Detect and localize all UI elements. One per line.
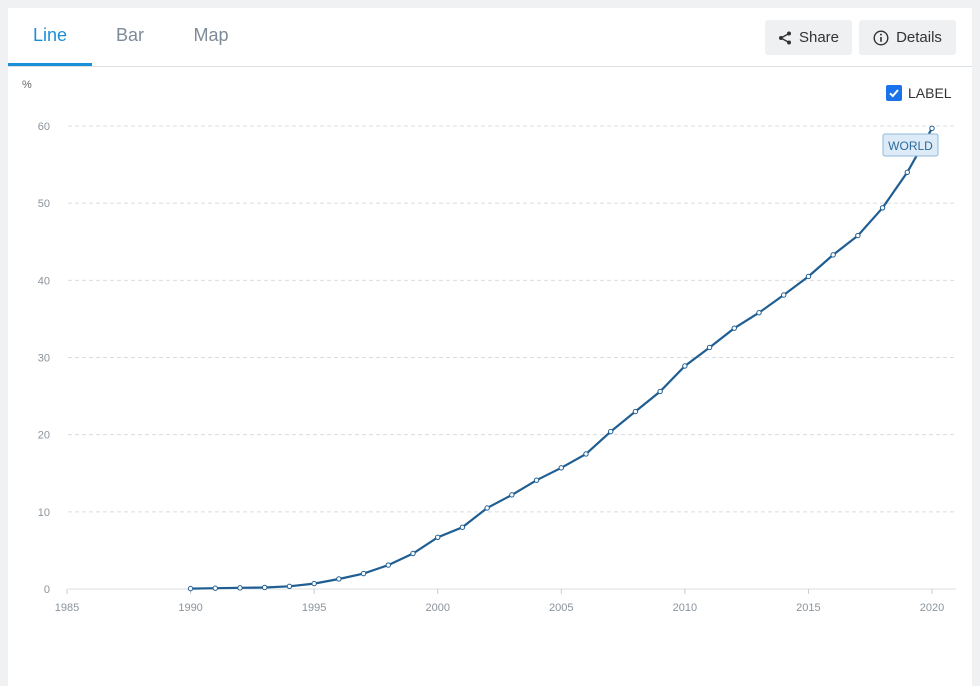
tab-bar[interactable]: Bar bbox=[115, 25, 144, 45]
data-point[interactable] bbox=[558, 465, 564, 471]
data-point[interactable] bbox=[608, 428, 614, 435]
data-point[interactable] bbox=[657, 388, 663, 395]
y-tick-label: 20 bbox=[38, 430, 50, 442]
share-icon bbox=[778, 31, 792, 45]
data-point[interactable] bbox=[262, 584, 268, 591]
y-axis-unit: % bbox=[22, 79, 32, 91]
series-line-world bbox=[190, 127, 933, 590]
data-point[interactable] bbox=[435, 534, 441, 540]
data-point[interactable] bbox=[830, 252, 836, 258]
y-tick-label: 50 bbox=[38, 198, 50, 210]
share-label: Share bbox=[798, 29, 840, 46]
data-point[interactable] bbox=[583, 451, 589, 457]
x-axis-ticks: 1985 1990 1995 2000 2005 2010 2015 2020 bbox=[55, 589, 944, 614]
label-checkbox[interactable] bbox=[886, 85, 902, 101]
y-tick-label: 60 bbox=[38, 121, 50, 133]
y-axis-ticks: 0 10 20 30 40 50 60 bbox=[38, 121, 50, 596]
x-tick-label: 2015 bbox=[796, 602, 820, 614]
line-chart: % 0 10 20 30 40 50 60 1985 1990 1995 2000 2005 2010… bbox=[22, 79, 956, 614]
data-point[interactable] bbox=[336, 576, 342, 582]
data-point[interactable] bbox=[385, 562, 391, 568]
x-tick-label: 2010 bbox=[673, 602, 697, 614]
x-tick-label: 1985 bbox=[55, 602, 79, 614]
details-label: Details bbox=[896, 29, 942, 46]
checkmark-icon bbox=[889, 89, 899, 98]
y-tick-label: 30 bbox=[38, 353, 50, 365]
series-label-world: WORLD bbox=[882, 133, 939, 157]
grid-lines bbox=[68, 125, 956, 590]
data-point[interactable] bbox=[509, 492, 515, 498]
data-point[interactable] bbox=[410, 550, 416, 557]
data-point[interactable] bbox=[731, 325, 737, 331]
data-point[interactable] bbox=[805, 273, 812, 280]
label-toggle-text: LABEL bbox=[908, 85, 952, 101]
chart-panel: Line Bar Map Share bbox=[8, 8, 972, 686]
x-tick-label: 2020 bbox=[920, 602, 944, 614]
series-points bbox=[187, 125, 935, 592]
data-point[interactable] bbox=[360, 570, 367, 577]
data-point[interactable] bbox=[484, 505, 490, 511]
y-tick-label: 40 bbox=[38, 275, 50, 287]
tab-map[interactable]: Map bbox=[193, 25, 229, 45]
share-button[interactable]: Share bbox=[765, 20, 852, 55]
y-tick-label: 0 bbox=[44, 584, 50, 596]
data-point[interactable] bbox=[286, 583, 293, 589]
data-point[interactable] bbox=[187, 585, 194, 592]
x-tick-label: 1990 bbox=[178, 602, 202, 614]
data-point[interactable] bbox=[879, 205, 886, 211]
data-point[interactable] bbox=[682, 363, 688, 369]
view-tabs: Line Bar Map Share bbox=[8, 8, 972, 67]
data-point[interactable] bbox=[781, 292, 787, 298]
series-label-text: WORLD bbox=[888, 139, 933, 153]
tab-line[interactable]: Line bbox=[8, 8, 92, 66]
data-point[interactable] bbox=[237, 585, 243, 591]
info-icon bbox=[873, 29, 889, 46]
label-toggle[interactable]: LABEL bbox=[886, 84, 952, 102]
x-tick-label: 2005 bbox=[549, 602, 573, 614]
data-point[interactable] bbox=[459, 524, 466, 530]
data-point[interactable] bbox=[929, 125, 935, 132]
data-point[interactable] bbox=[632, 408, 639, 415]
y-tick-label: 10 bbox=[38, 507, 50, 519]
data-point[interactable] bbox=[706, 344, 713, 351]
data-point[interactable] bbox=[756, 310, 762, 316]
data-point[interactable] bbox=[904, 169, 910, 176]
data-point[interactable] bbox=[855, 232, 861, 239]
data-point[interactable] bbox=[311, 580, 317, 587]
data-point[interactable] bbox=[533, 477, 540, 483]
data-point[interactable] bbox=[212, 585, 218, 591]
x-tick-label: 1995 bbox=[302, 602, 326, 614]
x-tick-label: 2000 bbox=[425, 602, 449, 614]
details-button[interactable]: Details bbox=[859, 20, 956, 55]
